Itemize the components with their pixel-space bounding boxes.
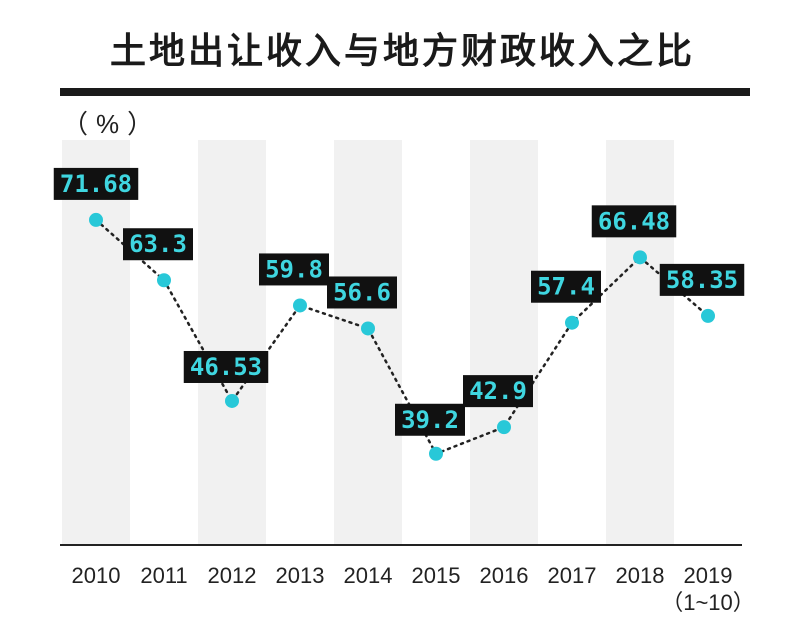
data-point: [429, 446, 443, 461]
x-tick-label: 2015: [412, 563, 461, 588]
grid-band: [334, 140, 402, 545]
grid-band: [470, 140, 538, 545]
data-point: [293, 298, 307, 313]
x-tick-label: 2019: [684, 563, 733, 588]
series-line: [94, 218, 710, 456]
data-point: [701, 308, 715, 323]
data-label-box: [183, 350, 269, 383]
data-label-box: [259, 253, 329, 286]
data-point: [565, 315, 579, 330]
data-label: 59.8: [265, 255, 323, 283]
grid-band: [62, 140, 130, 545]
data-label: 39.2: [401, 406, 459, 434]
data-label-box: [659, 263, 745, 296]
x-tick-label: 2014: [344, 563, 393, 588]
data-label: 46.53: [190, 353, 262, 381]
data-label: 42.9: [469, 377, 527, 405]
x-tick-label: 2011: [140, 563, 187, 588]
title-rule: [60, 88, 750, 96]
x-tick-label: 2017: [548, 563, 597, 588]
data-label-box: [591, 205, 677, 238]
data-point: [157, 273, 171, 288]
x-tick-label: 2016: [480, 563, 529, 588]
x-tick-label: 2012: [208, 563, 257, 588]
data-label-box: [395, 403, 465, 436]
data-point: [89, 212, 103, 227]
data-point: [497, 420, 511, 435]
x-tick-label: 2018: [616, 563, 665, 588]
data-point: [225, 393, 239, 408]
data-label-box: [53, 167, 139, 200]
data-label: 63.3: [129, 230, 187, 258]
data-point: [361, 321, 375, 336]
data-point: [633, 250, 647, 265]
data-label: 66.48: [598, 207, 670, 235]
grid-band: [606, 140, 674, 545]
data-label-box: [327, 276, 397, 309]
data-label: 58.35: [666, 266, 738, 294]
x-tick-label: 2013: [276, 563, 325, 588]
x-tick-label: 2010: [72, 563, 121, 588]
chart-title: 土地出让收入与地方财政收入之比: [109, 31, 695, 72]
data-label-box: [123, 228, 193, 261]
data-label: 57.4: [537, 273, 595, 301]
x-tick-sublabel: （1~10）: [661, 590, 755, 615]
data-label-box: [463, 375, 533, 408]
data-label: 56.6: [333, 278, 391, 306]
data-label-box: [531, 270, 601, 303]
grid-band: [198, 140, 266, 545]
y-unit-label: （%）: [62, 109, 162, 139]
data-label: 71.68: [60, 170, 132, 198]
